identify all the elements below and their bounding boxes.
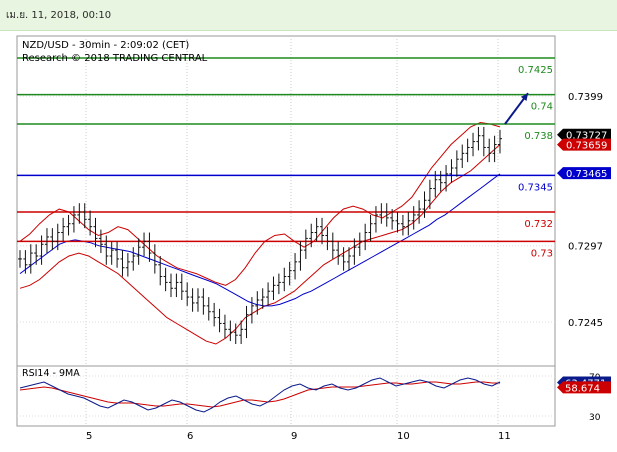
top-bar: เม.ย. 11, 2018, 00:10 — [0, 0, 617, 31]
rsi-ma-value-badge-bg — [557, 381, 611, 394]
band-value-badge-bg — [557, 138, 611, 151]
projection-arrow-head — [520, 93, 528, 102]
rsi-ma-line — [19, 381, 500, 408]
level-label: 0.7345 — [518, 182, 553, 193]
x-tick-label: 9 — [291, 431, 297, 442]
x-tick-label: 10 — [397, 431, 410, 442]
moving-average-line — [19, 173, 501, 307]
y-tick-label: 0.7399 — [568, 92, 603, 103]
y-tick-label: 0.7245 — [568, 318, 603, 329]
x-tick-label: 11 — [498, 431, 511, 442]
date-time-label: เม.ย. 11, 2018, 00:10 — [6, 10, 112, 21]
band-value-badge: 0.73659 — [566, 141, 607, 152]
level-label: 0.7425 — [518, 65, 553, 76]
level-label: 0.732 — [524, 219, 553, 230]
x-tick-label: 5 — [86, 431, 92, 442]
chart-subtitle: Research © 2018 TRADING CENTRAL — [22, 53, 208, 64]
y-tick-label: 0.7297 — [568, 242, 603, 253]
forex-chart: 5 6 9 10 11 0.7399 0.7297 0.7245 0.7425 0.74 0.738… — [16, 35, 611, 442]
level-label: 0.73 — [531, 248, 553, 259]
chart-title: NZD/USD - 30min - 2:09:02 (CET) — [22, 40, 189, 51]
rsi-line — [19, 377, 501, 413]
current-price-badge: 0.73727 — [566, 131, 607, 142]
rsi-label: RSI14 - 9MA — [22, 368, 80, 379]
main-plot-frame — [16, 35, 556, 367]
support-value-badge: 0.73465 — [566, 169, 607, 180]
rsi-ma-value-badge: 58.674 — [565, 383, 600, 394]
rsi-tick-label: 30 — [589, 413, 601, 423]
upper-bollinger-band — [19, 121, 501, 286]
level-label: 0.738 — [524, 131, 553, 142]
level-label: 0.74 — [531, 102, 553, 113]
support-value-badge-bg — [557, 167, 611, 180]
current-price-badge-bg — [557, 128, 611, 141]
x-tick-label: 6 — [187, 431, 193, 442]
rsi-plot-frame — [16, 365, 556, 427]
lower-bollinger-band — [19, 144, 501, 345]
